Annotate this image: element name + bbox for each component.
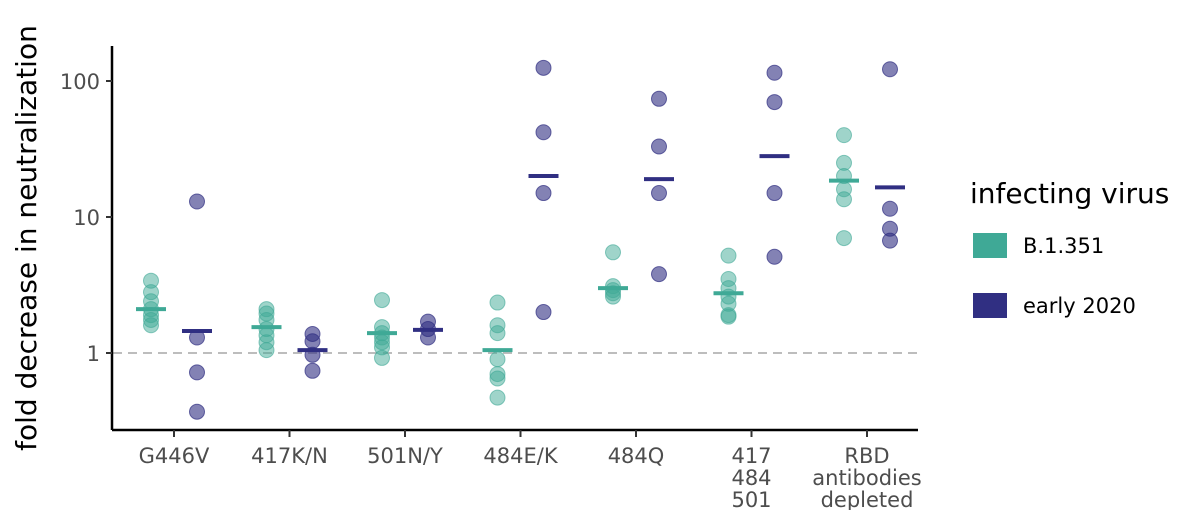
legend-label: early 2020 [1023, 294, 1136, 318]
x-tick-label: 484E/K [483, 444, 558, 468]
data-point [720, 308, 737, 325]
data-point [374, 292, 390, 309]
x-tick-label: 484 [731, 466, 771, 490]
data-point [766, 248, 783, 265]
data-point [374, 349, 390, 366]
legend: infecting virus B.1.351 early 2020 [970, 177, 1169, 318]
x-tick-label: 417K/N [251, 444, 328, 468]
y-axis: 1 10 100 fold decrease in neutralization [10, 25, 114, 451]
data-point [651, 266, 667, 283]
data-point [420, 329, 436, 346]
data-point [766, 64, 783, 81]
data-point [189, 403, 205, 420]
series-0 [136, 127, 859, 406]
data-point [651, 185, 667, 202]
plot-area [113, 59, 918, 420]
x-tick-label: 501N/Y [367, 444, 443, 468]
data-point [189, 364, 205, 381]
data-point [189, 193, 205, 210]
y-tick-label: 1 [87, 342, 100, 366]
data-point [766, 185, 783, 202]
data-point [489, 325, 506, 342]
data-point [651, 90, 667, 107]
x-tick-label: antibodies [812, 466, 921, 490]
data-point [489, 389, 506, 406]
data-point [836, 191, 852, 208]
data-point [605, 244, 621, 261]
data-point [882, 232, 898, 249]
y-tick-label: 100 [60, 70, 100, 94]
data-point [535, 124, 552, 141]
data-point [304, 362, 321, 379]
data-point [836, 127, 852, 144]
legend-swatch [973, 233, 1007, 258]
data-point [489, 294, 506, 311]
data-point [882, 61, 898, 78]
x-tick-label: 501 [731, 488, 771, 510]
data-point [836, 230, 852, 247]
x-tick-label: depleted [821, 488, 914, 510]
x-tick-label: 484Q [608, 444, 665, 468]
data-point [143, 317, 159, 334]
data-point [535, 304, 552, 321]
data-point [535, 185, 552, 202]
data-point [258, 342, 275, 359]
data-point [489, 351, 506, 368]
data-point [489, 370, 506, 387]
series-1 [182, 59, 905, 420]
x-tick-label: G446V [139, 444, 210, 468]
legend-label: B.1.351 [1023, 234, 1104, 258]
data-point [882, 200, 898, 217]
data-point [535, 59, 552, 76]
legend-swatch [973, 293, 1007, 318]
data-point [720, 247, 737, 264]
data-point [651, 138, 667, 155]
legend-title: infecting virus [970, 177, 1169, 210]
x-tick-label: RBD [844, 444, 889, 468]
data-point [766, 94, 783, 111]
y-tick-label: 10 [73, 206, 100, 230]
x-tick-label: 417 [731, 444, 771, 468]
y-axis-title: fold decrease in neutralization [10, 25, 43, 451]
data-point [605, 288, 621, 305]
data-point [304, 333, 321, 350]
